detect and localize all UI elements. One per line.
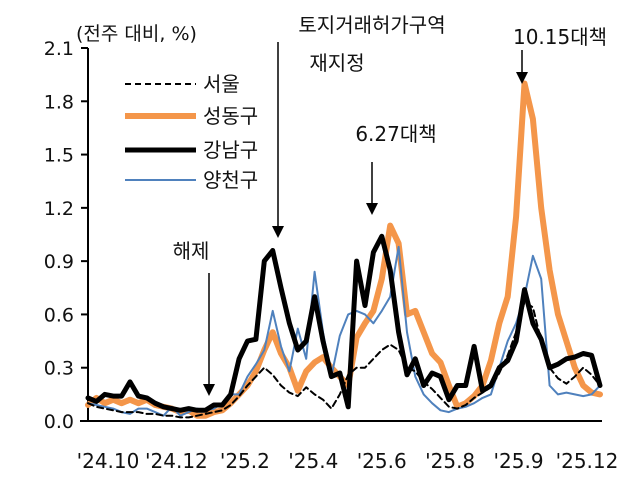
x-tick-label: '25.4	[288, 449, 338, 473]
unit-label: (전주 대비, %)	[76, 23, 197, 45]
x-axis: '24.10'24.12 '25.2 '25.4 '25.6 '25.8 '25.9 '25…	[77, 420, 619, 473]
x-tick-label: '25.8	[425, 449, 475, 473]
y-tick-label: 1.8	[44, 91, 74, 113]
arrow-head-icon	[366, 203, 378, 215]
legend-label: 양천구	[203, 168, 258, 192]
y-tick-label: 0.6	[44, 304, 74, 326]
y-tick-label: 2.1	[44, 38, 74, 60]
series-line-2	[85, 233, 603, 413]
annotation-label: 재지정	[309, 51, 364, 75]
x-tick-label: '24.10	[77, 449, 140, 473]
y-axis: 0.0 0.3 0.6 0.9 1.2 1.5 1.8 2.1	[44, 38, 89, 433]
legend-label: 강남구	[203, 138, 258, 162]
arrow-head-icon	[272, 226, 284, 238]
x-tick-label: '25.9	[494, 449, 544, 473]
y-tick-label: 0.9	[44, 251, 74, 273]
arrow-head-icon	[516, 72, 528, 84]
y-tick-label: 1.5	[44, 145, 74, 167]
annotation-label: 해제	[173, 239, 210, 263]
legend-label: 성동구	[203, 104, 258, 128]
annotation-label: 토지거래허가구역	[298, 13, 445, 37]
x-tick-label: '24.12	[145, 449, 208, 473]
annotation-label: 6.27대책	[355, 122, 436, 146]
series-lines	[85, 80, 603, 419]
x-tick-label: '25.12	[556, 449, 619, 473]
x-tick-label: '25.6	[357, 449, 407, 473]
annotation-label: 10.15대책	[513, 25, 607, 49]
series-line-1	[85, 80, 603, 419]
arrow-head-icon	[203, 384, 215, 396]
y-tick-label: 0.0	[44, 411, 74, 433]
legend-label: 서울	[203, 72, 240, 96]
x-tick-label: '25.2	[220, 449, 270, 473]
y-tick-label: 0.3	[44, 358, 74, 380]
y-tick-label: 1.2	[44, 198, 74, 220]
